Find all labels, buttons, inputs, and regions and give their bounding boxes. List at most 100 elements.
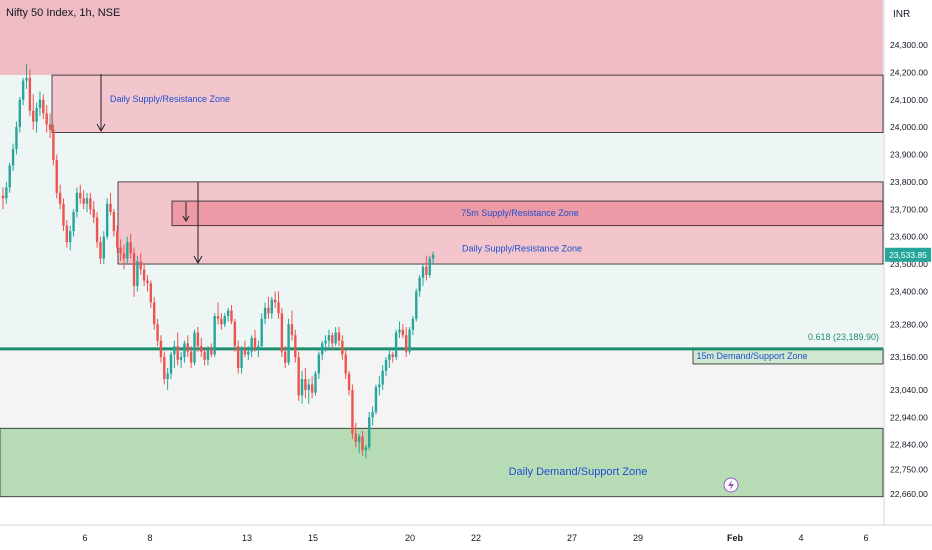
candle-body-49 bbox=[166, 373, 169, 380]
candle-body-70 bbox=[237, 346, 240, 369]
candle-body-44 bbox=[149, 283, 153, 303]
y-tick-label-11: 23,160.00 bbox=[890, 352, 928, 362]
y-tick-label-6: 23,700.00 bbox=[890, 204, 928, 214]
y-tick-label-13: 22,940.00 bbox=[890, 412, 928, 422]
y-tick-label-9: 23,400.00 bbox=[890, 286, 928, 296]
candle-body-15 bbox=[52, 129, 55, 160]
candle-body-85 bbox=[287, 324, 290, 363]
candle-body-11 bbox=[38, 99, 42, 108]
candle-body-95 bbox=[321, 343, 324, 355]
candle-body-30 bbox=[102, 236, 105, 259]
candle-body-97 bbox=[327, 335, 331, 341]
candle-body-100 bbox=[337, 332, 341, 341]
fib-label: 0.618 (23,189.90) bbox=[808, 332, 879, 342]
zone-label-3: 15m Demand/Support Zone bbox=[696, 351, 807, 361]
candle-body-87 bbox=[294, 335, 297, 358]
zone-rect-4 bbox=[0, 427, 884, 498]
candle-body-84 bbox=[284, 351, 287, 363]
candle-body-128 bbox=[431, 254, 435, 259]
candle-body-27 bbox=[92, 209, 95, 218]
candle-body-18 bbox=[62, 203, 65, 226]
zone-label-2: 75m Supply/Resistance Zone bbox=[461, 208, 579, 218]
x-tick-label-1: 8 bbox=[147, 533, 152, 543]
x-tick-label-5: 22 bbox=[471, 533, 481, 543]
candle-body-79 bbox=[267, 307, 270, 314]
candle-body-3 bbox=[11, 149, 15, 166]
candle-body-64 bbox=[216, 316, 220, 319]
candle-body-125 bbox=[421, 266, 425, 278]
time-axis-bg bbox=[0, 525, 932, 550]
candle-body-59 bbox=[200, 346, 203, 352]
candle-body-77 bbox=[260, 318, 263, 347]
candle-body-52 bbox=[176, 346, 179, 360]
candle-body-80 bbox=[270, 299, 273, 314]
candle-body-12 bbox=[42, 99, 45, 114]
y-tick-label-4: 23,900.00 bbox=[890, 150, 928, 160]
candle-body-46 bbox=[156, 324, 159, 341]
candle-body-34 bbox=[116, 231, 119, 248]
zones-layer bbox=[0, 0, 884, 498]
candle-body-69 bbox=[233, 321, 237, 347]
currency-label: INR bbox=[893, 9, 911, 20]
zone-label-4: Daily Demand/Support Zone bbox=[509, 466, 648, 478]
candle-body-83 bbox=[280, 313, 284, 352]
candle-body-41 bbox=[139, 261, 142, 270]
candle-body-124 bbox=[418, 277, 421, 292]
candle-body-56 bbox=[189, 351, 193, 363]
candle-body-113 bbox=[381, 370, 384, 385]
candle-body-48 bbox=[163, 357, 166, 380]
candle-body-107 bbox=[361, 436, 364, 451]
candle-body-19 bbox=[65, 225, 69, 243]
candle-body-66 bbox=[223, 316, 226, 325]
candle-body-45 bbox=[153, 302, 156, 325]
candle-body-1 bbox=[5, 187, 8, 199]
candle-body-102 bbox=[344, 354, 347, 374]
candle-body-10 bbox=[35, 107, 38, 122]
candle-body-65 bbox=[220, 318, 223, 325]
candle-body-86 bbox=[290, 324, 294, 336]
candle-body-55 bbox=[186, 343, 189, 352]
zone-label-0: Daily Supply/Resistance Zone bbox=[110, 94, 230, 104]
candle-body-106 bbox=[357, 436, 361, 442]
candle-body-114 bbox=[384, 359, 388, 371]
candle-body-72 bbox=[243, 348, 247, 355]
chart-title: Nifty 50 Index, 1h, NSE bbox=[6, 7, 121, 19]
candle-body-104 bbox=[351, 389, 354, 434]
y-tick-label-7: 23,600.00 bbox=[890, 232, 928, 242]
candle-body-116 bbox=[391, 354, 394, 358]
zone-rect-2 bbox=[171, 200, 884, 227]
candle-body-51 bbox=[173, 346, 176, 355]
candle-body-119 bbox=[401, 329, 405, 336]
candle-body-33 bbox=[112, 212, 116, 232]
candle-body-92 bbox=[310, 384, 314, 393]
candle-body-99 bbox=[334, 332, 337, 344]
candle-body-25 bbox=[85, 198, 89, 204]
candle-body-63 bbox=[213, 316, 216, 355]
candle-body-58 bbox=[196, 332, 200, 347]
candle-body-5 bbox=[18, 99, 21, 128]
zone-label-1: Daily Supply/Resistance Zone bbox=[462, 243, 582, 253]
candle-body-117 bbox=[394, 332, 398, 358]
candle-body-50 bbox=[169, 354, 173, 374]
candle-body-16 bbox=[55, 159, 58, 193]
candle-body-111 bbox=[374, 387, 378, 412]
candle-body-32 bbox=[109, 203, 112, 213]
x-tick-label-8: Feb bbox=[727, 533, 744, 543]
candle-body-42 bbox=[142, 269, 146, 281]
candle-body-57 bbox=[193, 332, 196, 363]
candle-body-82 bbox=[277, 302, 280, 314]
candle-body-53 bbox=[179, 357, 183, 360]
candle-body-40 bbox=[136, 261, 139, 286]
candles-layer bbox=[1, 64, 435, 459]
arrow-head-3 bbox=[182, 215, 190, 222]
price-axis-bg bbox=[884, 0, 932, 550]
last-price-badge bbox=[885, 247, 931, 262]
candle-body-90 bbox=[304, 379, 307, 390]
candle-body-105 bbox=[354, 433, 357, 442]
candle-body-121 bbox=[408, 329, 411, 352]
lightning-bolt bbox=[728, 480, 734, 490]
candle-body-89 bbox=[300, 379, 304, 396]
candle-body-109 bbox=[368, 417, 371, 448]
